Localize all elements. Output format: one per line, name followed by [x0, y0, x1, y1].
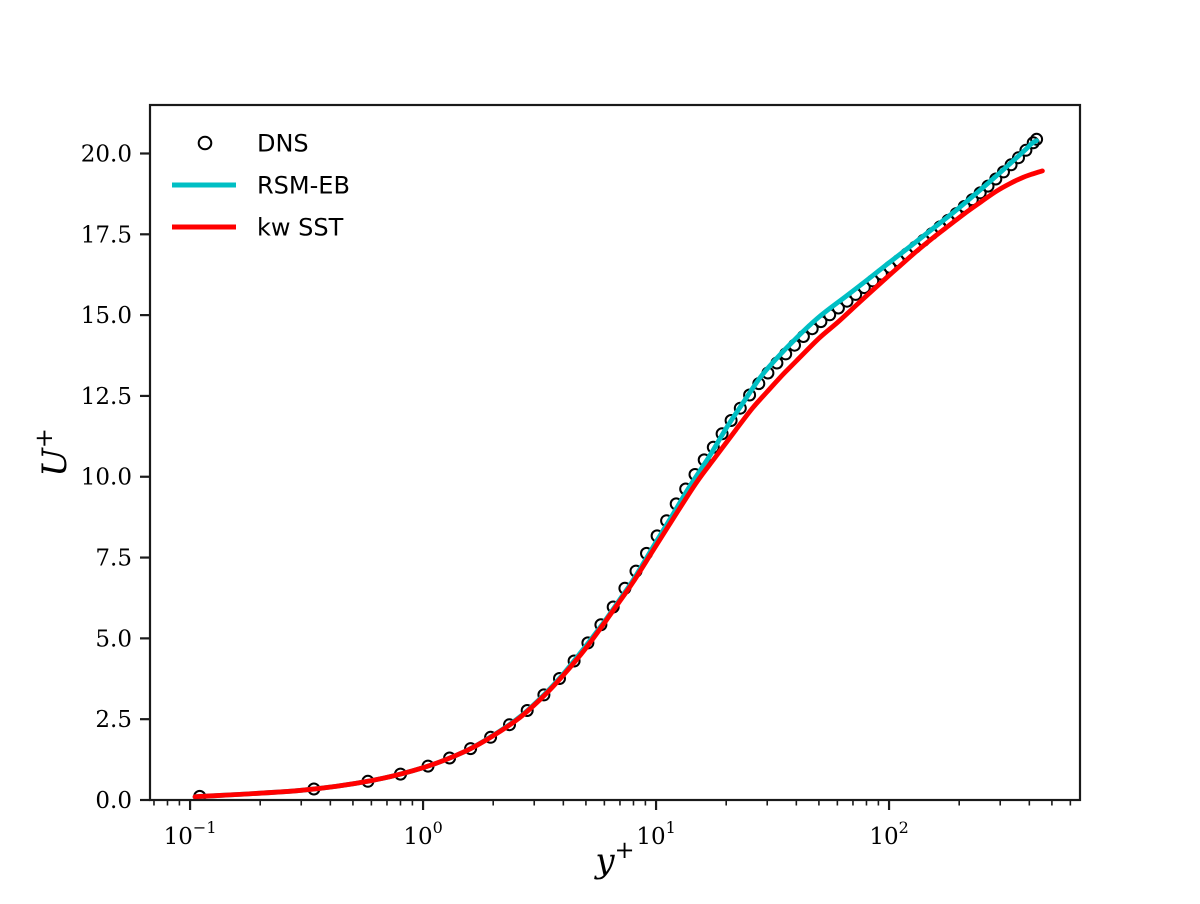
axes-frame — [148, 103, 1082, 802]
dns-marker — [464, 742, 478, 756]
dns-marker — [537, 688, 551, 702]
legend-item-rsm-eb: RSM-EB — [172, 172, 350, 200]
y-axis-label: U+ — [30, 428, 75, 477]
x-tick-label: 102 — [869, 818, 908, 850]
y-tick-label: 17.5 — [81, 222, 132, 248]
x-tick-label: 100 — [403, 818, 442, 850]
legend: DNS RSM-EB kw SST — [172, 130, 350, 242]
legend-item-kw-sst: kw SST — [172, 214, 344, 242]
legend-marker-circle — [197, 135, 213, 151]
x-tick-label: 101 — [636, 818, 675, 850]
dns-marker — [724, 414, 738, 427]
y-tick-label: 20.0 — [81, 141, 132, 167]
y-tick-label: 0.0 — [95, 788, 132, 814]
y-tick-label: 2.5 — [95, 707, 132, 733]
dns-marker — [1030, 132, 1044, 146]
x-tick-label: 10−1 — [164, 818, 217, 850]
dns-marker — [567, 654, 581, 668]
y-tick-label: 12.5 — [81, 384, 132, 410]
kw-sst-line — [192, 168, 1045, 800]
legend-label: RSM-EB — [257, 172, 350, 200]
y-tick-label: 7.5 — [95, 546, 132, 572]
dns-marker — [484, 730, 498, 744]
dns-marker — [1019, 143, 1033, 157]
legend-item-dns: DNS — [197, 130, 309, 158]
x-axis-label: y+ — [593, 836, 634, 881]
y-tick-label: 15.0 — [81, 303, 132, 329]
series-kw-sst — [192, 168, 1045, 800]
legend-label: kw SST — [257, 214, 344, 242]
y-tick-label: 5.0 — [95, 626, 132, 652]
y-tick-label: 10.0 — [81, 465, 132, 491]
dns-marker — [503, 718, 516, 732]
dns-marker — [1012, 151, 1025, 165]
dns-marker — [1026, 136, 1040, 150]
dns-marker — [520, 704, 534, 717]
dns-marker — [553, 672, 566, 685]
legend-label: DNS — [257, 130, 309, 158]
